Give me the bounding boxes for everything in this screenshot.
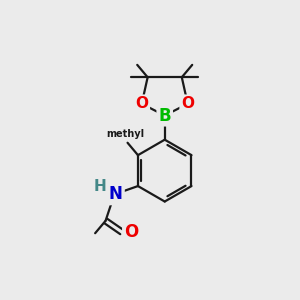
Text: N: N bbox=[109, 185, 123, 203]
Text: methyl: methyl bbox=[106, 129, 144, 139]
Text: B: B bbox=[158, 106, 171, 124]
Text: O: O bbox=[124, 223, 138, 241]
Text: O: O bbox=[135, 96, 148, 111]
Text: H: H bbox=[93, 178, 106, 194]
Text: O: O bbox=[181, 96, 194, 111]
